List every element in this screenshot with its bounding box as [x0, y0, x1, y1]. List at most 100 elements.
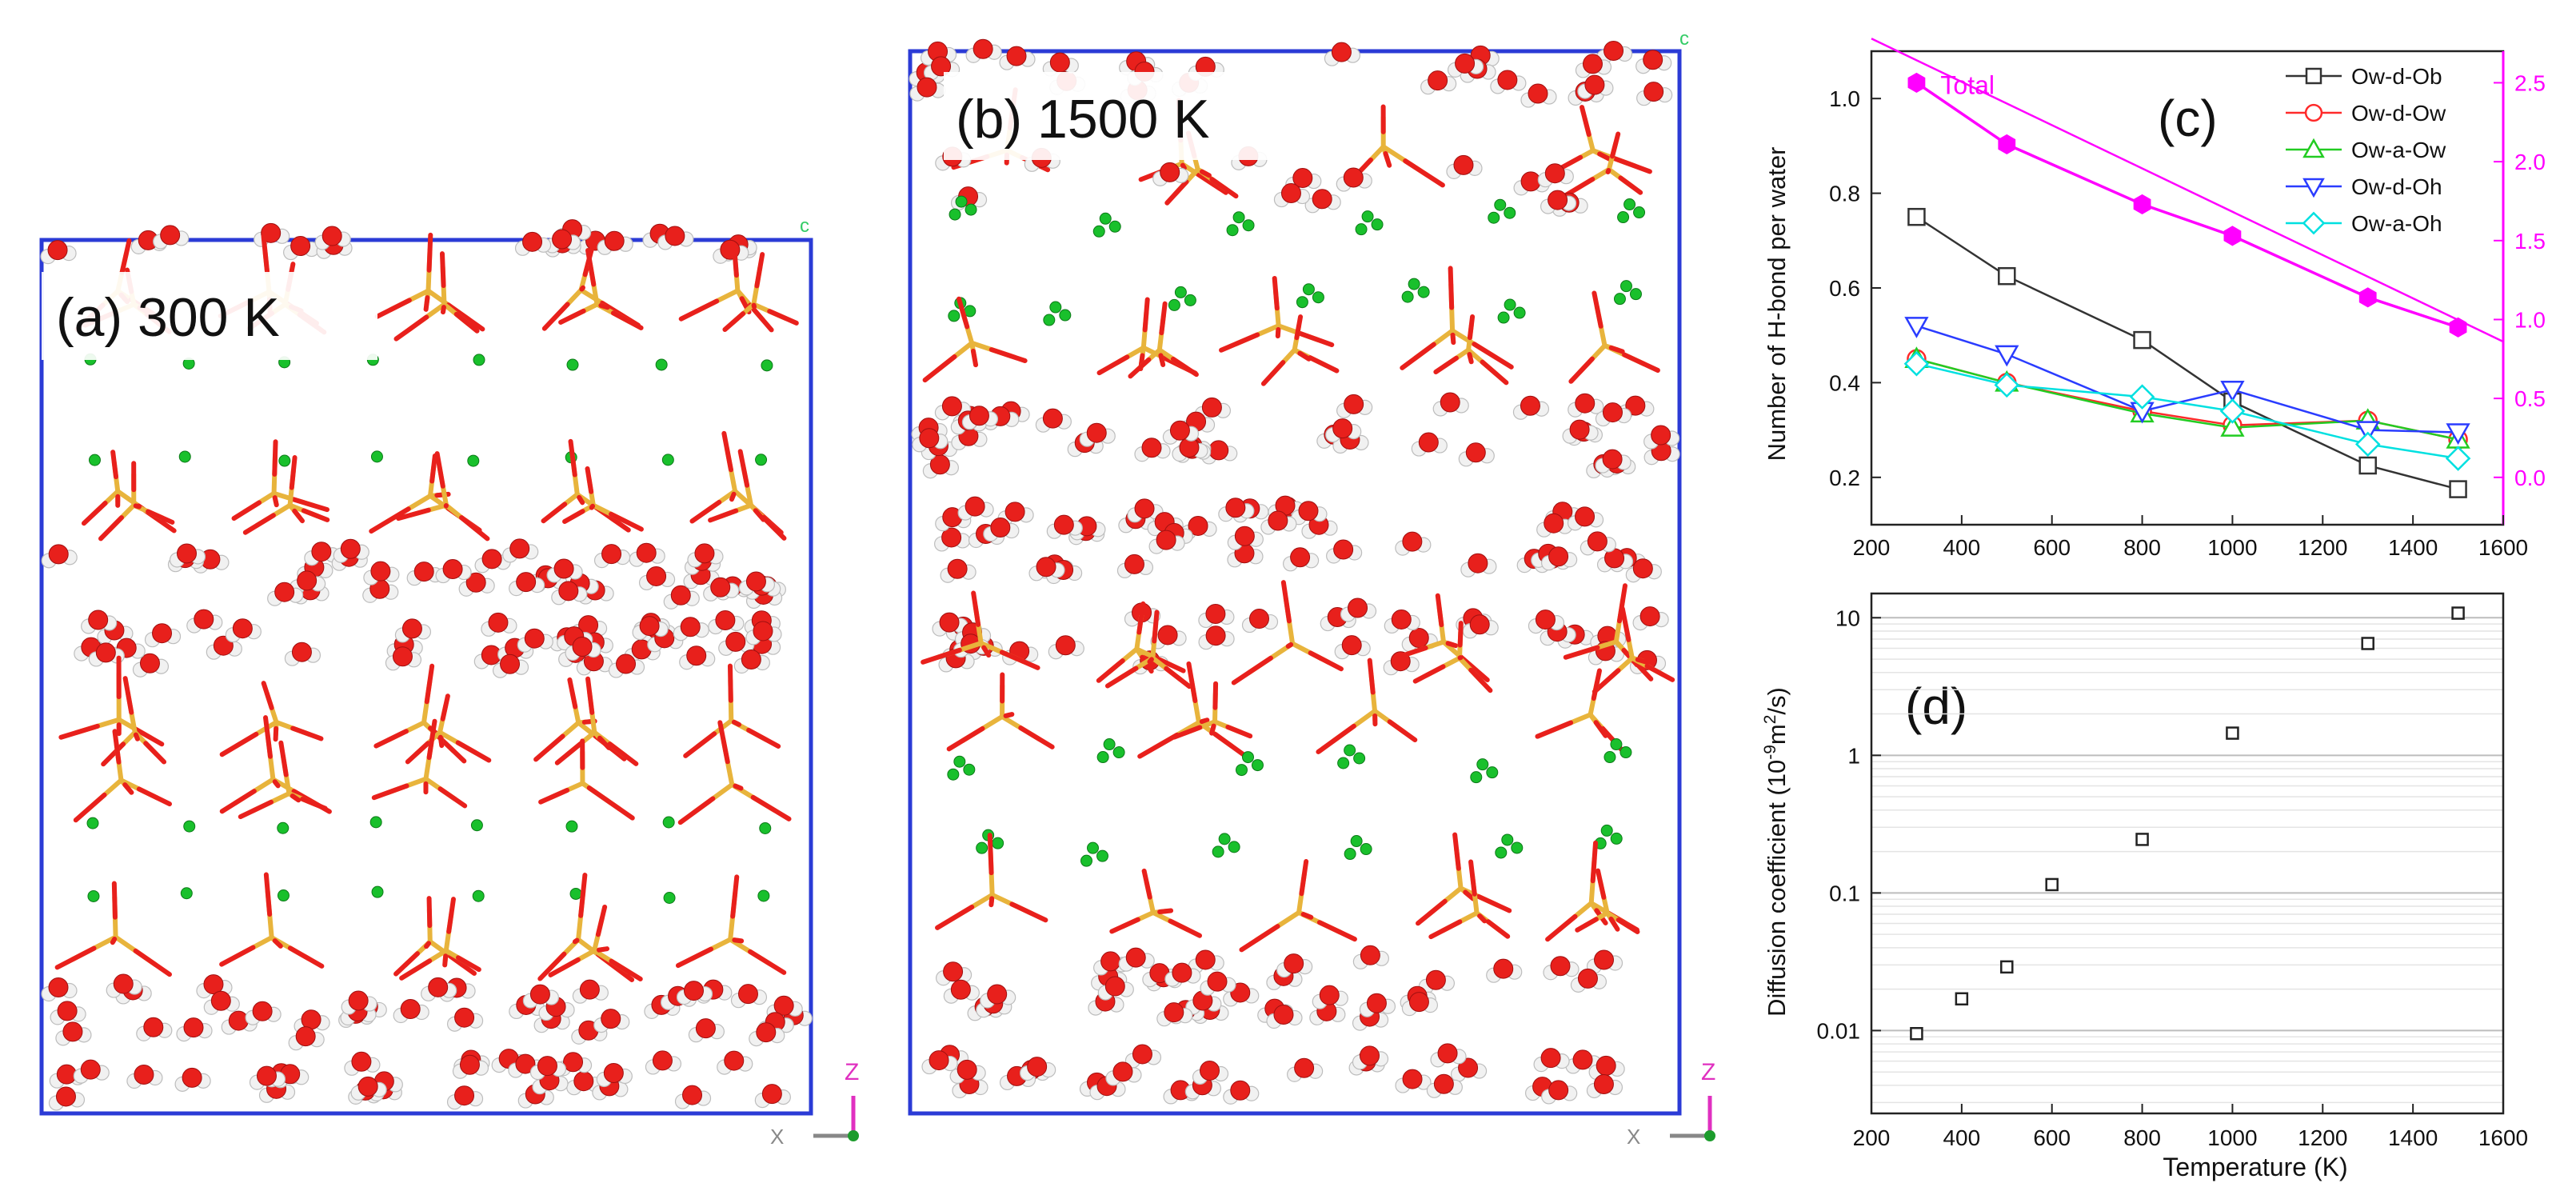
o-bond	[439, 251, 446, 289]
oxygen-atom	[563, 1052, 584, 1073]
o-bond	[579, 285, 585, 292]
ion-atom	[566, 358, 579, 371]
chart-c-ylabel: Number of H-bond per water	[1763, 147, 1791, 462]
oxygen-atom	[232, 618, 253, 639]
o-bond	[1308, 355, 1340, 374]
o-bond	[731, 719, 741, 727]
oxygen-atom	[1528, 83, 1548, 104]
ion-atom	[1613, 293, 1626, 306]
oxygen-atom	[939, 612, 960, 633]
ion-atom	[965, 203, 977, 216]
o-bond	[970, 349, 979, 368]
ion-atom	[277, 821, 290, 834]
oxygen-atom	[1341, 635, 1362, 656]
o-bond	[1611, 155, 1652, 174]
oxygen-atom	[1344, 394, 1364, 414]
ion-atom	[1617, 211, 1630, 224]
diffusion-point	[2361, 637, 2374, 650]
oxygen-atom	[987, 984, 1008, 1005]
o-bond	[748, 949, 787, 975]
o-bond	[1590, 840, 1599, 884]
oxygen-atom	[311, 542, 332, 562]
oxygen-atom	[177, 543, 198, 564]
o-bond	[567, 677, 578, 709]
o-bond	[754, 252, 765, 289]
ion-atom	[1610, 832, 1623, 845]
o-bond	[291, 497, 329, 513]
panel-b-axis-triad: Z X	[1627, 1059, 1715, 1149]
oxygen-atom	[1493, 958, 1514, 979]
chart-c-ytick-label: 1.0	[1829, 86, 1860, 111]
o-bond	[1568, 356, 1595, 384]
o-bond	[554, 741, 584, 765]
point-ow-d-ob	[1907, 207, 1926, 226]
o-bond	[238, 799, 274, 820]
point-ow-d-oh	[1995, 345, 2019, 367]
oxygen-atom	[684, 981, 705, 1001]
o-bond	[946, 725, 985, 752]
ion-atom	[1242, 219, 1255, 232]
oxygen-atom	[537, 1056, 557, 1077]
oxygen-atom	[48, 977, 69, 998]
oxygen-atom	[972, 38, 993, 59]
oxygen-atom	[558, 581, 579, 601]
o-bond	[1212, 681, 1219, 710]
chart-d-ylabel-mid: m	[1763, 724, 1791, 745]
o-bond	[935, 905, 975, 930]
ion-atom	[1486, 766, 1499, 779]
ion-atom	[467, 454, 480, 467]
oxygen-atom	[509, 538, 530, 559]
o-bond	[455, 740, 492, 763]
oxygen-atom	[1428, 70, 1448, 91]
oxygen-atom	[134, 1065, 154, 1085]
oxygen-atom	[274, 582, 295, 602]
oxygen-atom	[1643, 50, 1663, 70]
ion-atom	[953, 755, 966, 768]
ion-atom	[473, 354, 485, 366]
ion-atom	[1504, 298, 1516, 311]
o-bond	[748, 302, 774, 333]
oxygen-atom	[228, 1010, 249, 1031]
panel-b-z-letter: Z	[1701, 1059, 1715, 1085]
ion-atom	[1174, 286, 1187, 298]
chart-c-xtick-label: 1600	[2478, 535, 2528, 560]
oxygen-atom	[1469, 614, 1490, 635]
chart-c-xtick-label: 600	[2033, 535, 2071, 560]
o-bond	[1096, 658, 1125, 683]
o-bond	[1592, 290, 1604, 329]
ion-atom	[1344, 744, 1356, 757]
o-bond	[287, 945, 325, 969]
oxygen-atom	[1643, 82, 1664, 102]
oxygen-atom	[965, 496, 985, 517]
panel-b-label: (b) 1500 K	[956, 89, 1210, 150]
o-bond	[987, 833, 994, 876]
o-bond	[272, 779, 281, 789]
o-bond	[1403, 158, 1445, 188]
oxygen-atom	[1596, 1055, 1616, 1076]
oxygen-atom	[737, 984, 758, 1005]
oxygen-atom	[1594, 949, 1615, 970]
ion-atom	[1296, 296, 1308, 309]
diffusion-point	[2226, 726, 2239, 740]
o-bond	[568, 438, 577, 478]
chart-c-xtick-label: 1000	[2207, 535, 2257, 560]
o-bond	[272, 439, 278, 477]
ion-atom	[1212, 845, 1224, 858]
chart-c-y2tick-label: 0.0	[2514, 466, 2546, 490]
o-bond	[733, 783, 744, 791]
ion-atom	[278, 454, 291, 467]
o-bond	[558, 308, 586, 325]
chart-d-xtick-label: 400	[1943, 1125, 1980, 1150]
o-bond	[1272, 275, 1280, 311]
oxygen-atom	[459, 1054, 480, 1075]
oxygen-atom	[160, 225, 181, 246]
oxygen-atom	[579, 979, 600, 1000]
o-bond	[101, 741, 126, 767]
o-bond	[58, 723, 100, 740]
chart-d-ytick-label: 1	[1847, 743, 1860, 768]
ion-atom	[1401, 290, 1414, 303]
o-bond	[1593, 720, 1608, 738]
o-bond	[219, 945, 256, 967]
oxygen-atom	[1205, 603, 1226, 624]
chart-c-ytick-label: 0.8	[1829, 182, 1860, 206]
